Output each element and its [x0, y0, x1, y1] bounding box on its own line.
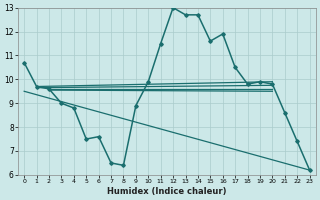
X-axis label: Humidex (Indice chaleur): Humidex (Indice chaleur)	[107, 187, 227, 196]
